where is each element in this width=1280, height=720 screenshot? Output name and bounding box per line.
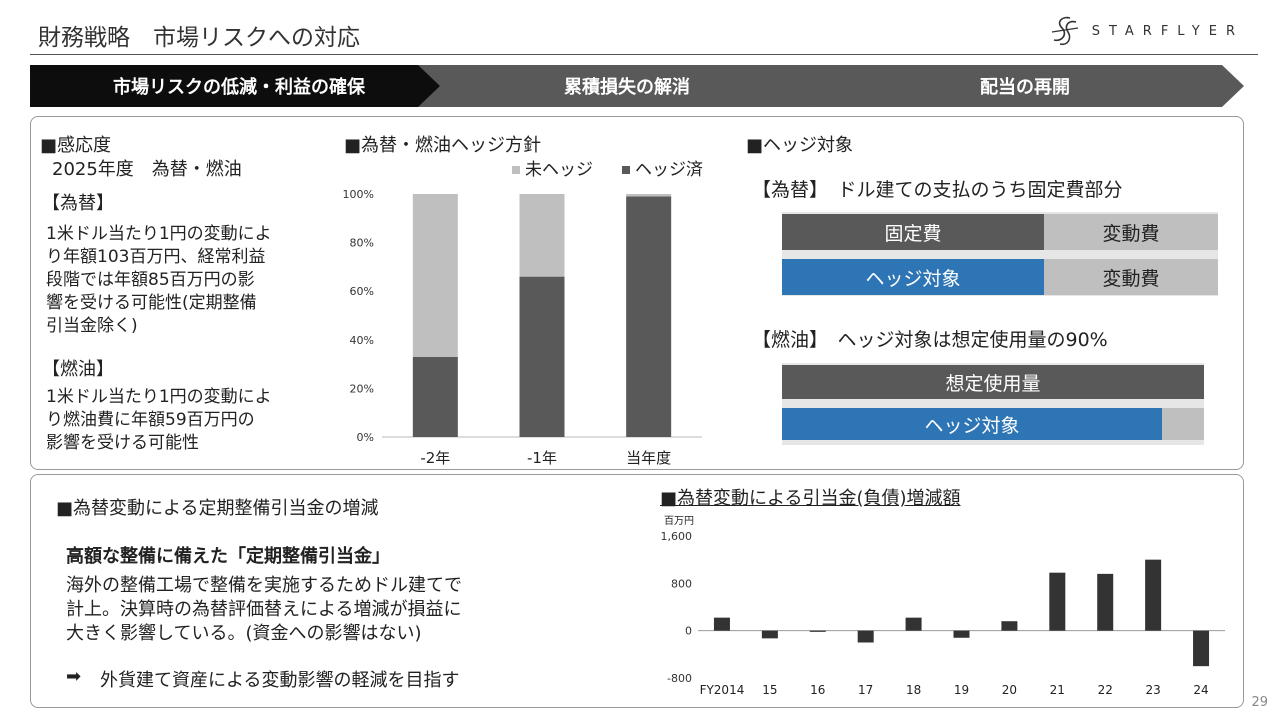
fx-line: り年額103百万円、経常利益 [46,247,266,267]
reserve-change-chart: 1,600 800 0 -800 FY2014 15 16 17 18 19 20 21 22 23 24 [661,530,1225,697]
reserve-goal: 外貨建て資産による変動影響の軽減を目指す [100,670,460,691]
y-tick-label: -800 [667,672,692,685]
x-tick-label: 20 [1002,683,1017,697]
step-label: 累積損失の解消 [564,77,690,98]
title-divider [30,54,1258,55]
bar [1145,559,1162,631]
bar-hedged [519,276,565,437]
legend-swatch [512,166,520,174]
x-tick-label: 当年度 [626,449,671,467]
bottom-panel [30,474,1244,708]
fx-hedged-bar: ヘッジ対象 [782,259,1044,295]
company-logo: STARFLYER [1048,14,1244,48]
sensitivity-heading: ■感応度 [40,135,112,156]
fuel-hedged-bar: ヘッジ対象 [782,408,1162,440]
y-tick-label: 80% [350,237,374,250]
bar [809,630,826,632]
reserve-chart-title: ■為替変動による引当金(負債)増減額 [660,488,961,509]
y-tick-label: 0% [357,431,374,444]
x-tick-label: 21 [1050,683,1065,697]
hedge-target-heading: ■ヘッジ対象 [746,135,854,156]
bar-hedged [626,196,672,437]
reserve-line: 計上。決算時の為替評価替えによる増減が損益に [66,599,462,620]
fx-line: 引当金除く) [46,316,138,336]
sensitivity-subheading: 2025年度 為替・燃油 [52,159,242,180]
legend-swatch [622,166,630,174]
x-tick-label: 18 [906,683,921,697]
bar [1097,573,1114,631]
x-tick-label: 24 [1193,683,1208,697]
hedge-policy-chart: 未ヘッジ ヘッジ済 0% 20% 40% 60% 80% 100% -2年 -1年 当年度 [343,160,703,467]
expected-usage-bar: 想定使用量 [782,365,1204,399]
bar-unhedged [412,194,458,357]
x-tick-label: -2年 [420,449,450,467]
x-tick-label: 19 [954,683,969,697]
bar [905,617,922,631]
reserve-subheading: 高額な整備に備えた「定期整備引当金」 [66,546,390,567]
y-tick-label: 60% [350,285,374,298]
x-tick-label: 23 [1145,683,1160,697]
bar [1193,630,1210,667]
bar [761,630,778,639]
legend-label: 未ヘッジ [525,160,593,180]
bar-unhedged [626,194,672,197]
fuel-line: 影響を受ける可能性 [46,433,199,453]
y-tick-label: 1,600 [661,530,693,543]
y-tick-label: 800 [671,577,692,590]
fx-line: 響を受ける可能性(定期整備 [46,293,257,313]
y-tick-label: 0 [685,625,692,638]
fuel-label: 【燃油】 [42,359,114,380]
x-tick-label: 17 [858,683,873,697]
step-label: 配当の再開 [980,77,1070,98]
fixed-cost-bar: 固定費 [782,214,1044,250]
variable-cost-bar: 変動費 [1044,214,1218,250]
x-tick-label: -1年 [527,449,557,467]
step-accumulated-loss: 累積損失の解消 [418,65,836,107]
fx-line: 1米ドル当たり1円の変動によ [46,224,272,244]
reserve-chart-unit: 百万円 [664,516,694,527]
fuel-description: 1米ドル当たり1円の変動によ り燃油費に年額59百万円の 影響を受ける可能性 [46,386,272,455]
legend-label: ヘッジ済 [635,160,703,180]
reserve-line: 海外の整備工場で整備を実施するためドル建てで [66,575,462,596]
reserve-line: 大きく影響している。(資金への影響はない) [66,623,422,644]
reserve-heading: ■為替変動による定期整備引当金の増減 [56,498,379,519]
logo-text: STARFLYER [1091,23,1244,39]
variable-cost-bar-2: 変動費 [1044,259,1218,295]
fx-label: 【為替】 [42,193,114,214]
y-tick-label: 20% [350,382,374,395]
fuel-line: 1米ドル当たり1円の変動によ [46,387,272,407]
starflyer-logo-icon [1051,16,1078,46]
bar [953,630,970,638]
fx-description: 1米ドル当たり1円の変動によ り年額103百万円、経常利益 段階では年額85百万… [46,223,272,338]
bar [1001,621,1018,631]
x-tick-label: 22 [1098,683,1113,697]
x-tick-label: 15 [762,683,777,697]
fx-line: 段階では年額85百万円の影 [46,270,255,290]
step-dividend: 配当の再開 [806,65,1244,107]
hedge-policy-heading: ■為替・燃油ヘッジ方針 [344,135,542,156]
x-tick-label: FY2014 [700,683,745,697]
bar [857,630,874,643]
y-tick-label: 100% [343,188,374,201]
y-tick-label: 40% [350,334,374,347]
fuel-line: り燃油費に年額59百万円の [46,410,255,430]
fuel-hedge-caption: 【燃油】 ヘッジ対象は想定使用量の90% [752,329,1108,351]
x-tick-label: 16 [810,683,825,697]
step-label: 市場リスクの低減・利益の確保 [113,77,365,98]
page-number: 29 [1251,695,1268,710]
reserve-body: 海外の整備工場で整備を実施するためドル建てで 計上。決算時の為替評価替えによる増… [66,574,462,646]
bar [713,617,730,631]
arrow-icon: ➡ [66,666,82,687]
bar-hedged [412,356,458,437]
bar [1049,572,1066,631]
page-title: 財務戦略 市場リスクへの対応 [38,25,360,51]
bar-unhedged [519,194,565,277]
step-market-risk: 市場リスクの低減・利益の確保 [30,65,448,107]
fx-hedge-caption: 【為替】 ドル建ての支払のうち固定費部分 [752,179,1123,201]
